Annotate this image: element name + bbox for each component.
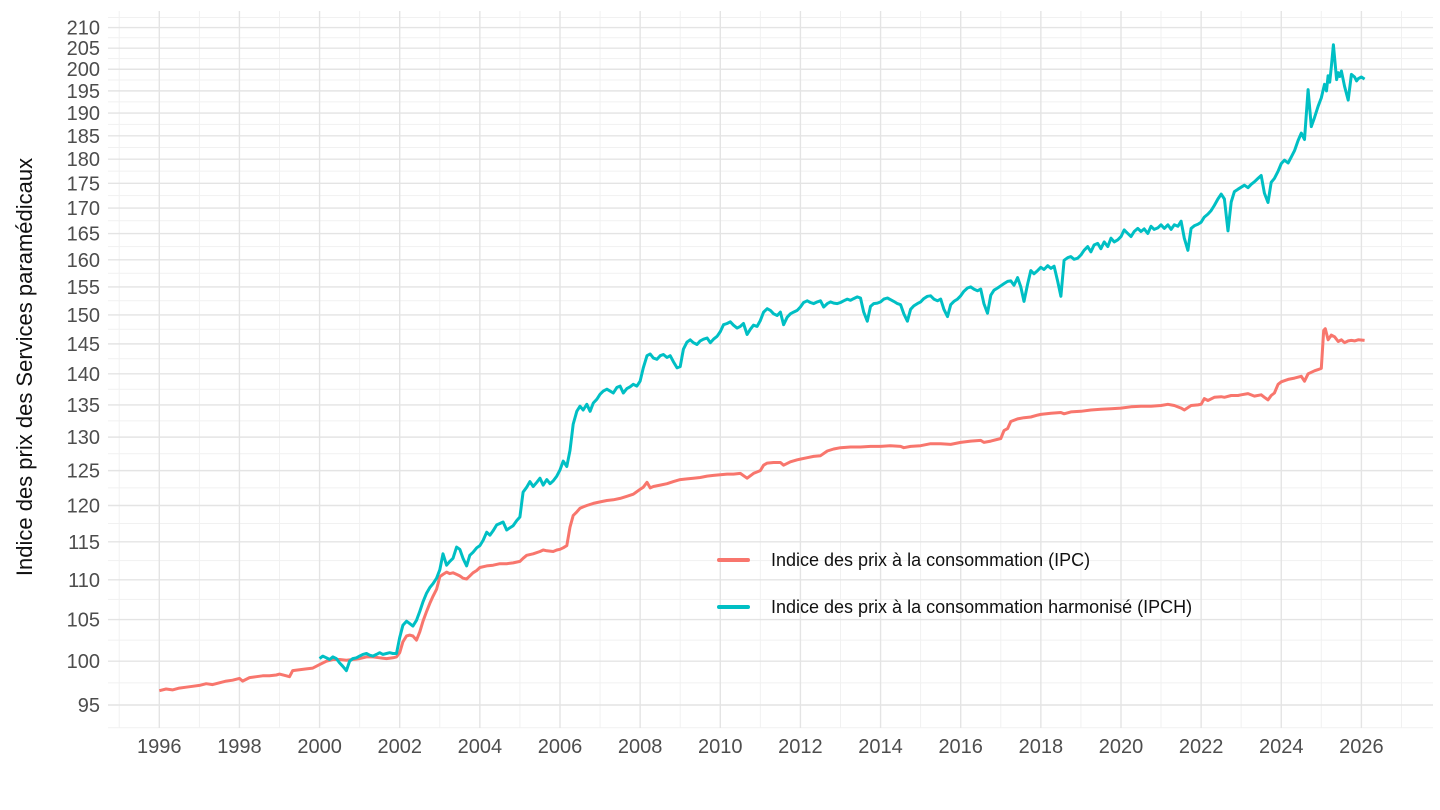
y-tick-label: 205 (67, 38, 100, 60)
legend-label-ipc: Indice des prix à la consommation (IPC) (771, 549, 1091, 570)
y-tick-label: 160 (67, 250, 100, 272)
x-tick-label: 2004 (458, 736, 503, 758)
x-tick-label: 2014 (858, 736, 903, 758)
x-tick-label: 1998 (217, 736, 262, 758)
y-tick-label: 130 (67, 427, 100, 449)
y-tick-label: 195 (67, 81, 100, 103)
legend-label-ipch: Indice des prix à la consommation harmon… (771, 596, 1193, 617)
legend-key-ipc-line (717, 558, 750, 562)
y-tick-label: 180 (67, 149, 100, 171)
legend-key-ipch-line (717, 605, 750, 609)
y-tick-label: 145 (67, 334, 100, 356)
y-tick-label: 190 (67, 103, 100, 125)
series-line-ipc (158, 327, 1365, 693)
y-tick-label: 125 (67, 461, 100, 483)
x-tick-label: 2006 (538, 736, 583, 758)
legend-item-ipc: Indice des prix à la consommation (IPC) (717, 549, 1091, 570)
x-tick-label: 2000 (297, 736, 342, 758)
y-tick-label: 115 (68, 532, 100, 554)
y-tick-label: 155 (67, 277, 100, 299)
x-tick-label: 2020 (1099, 736, 1144, 758)
y-tick-label: 100 (67, 651, 100, 673)
y-axis-title: Indice des prix des Services paramédicau… (12, 157, 37, 577)
y-tick-label: 170 (67, 198, 100, 220)
y-tick-label: 175 (67, 173, 100, 195)
y-tick-label: 185 (67, 126, 100, 148)
y-tick-label: 210 (67, 18, 100, 40)
y-tick-label: 150 (67, 305, 100, 327)
x-tick-label: 2002 (377, 736, 422, 758)
y-tick-label: 105 (67, 610, 100, 632)
x-tick-label: 2024 (1259, 736, 1304, 758)
y-tick-label: 135 (67, 395, 100, 417)
y-tick-label: 200 (67, 59, 100, 81)
y-tick-label: 165 (67, 224, 100, 246)
y-tick-label: 110 (68, 570, 100, 592)
y-tick-label: 140 (67, 364, 100, 386)
x-tick-label: 2012 (778, 736, 823, 758)
x-tick-label: 2022 (1179, 736, 1224, 758)
series-line-ipch (318, 43, 1366, 673)
x-tick-label: 2010 (698, 736, 743, 758)
x-tick-label: 2026 (1339, 736, 1384, 758)
x-tick-label: 2018 (1019, 736, 1064, 758)
x-tick-label: 2016 (938, 736, 983, 758)
legend-item-ipch: Indice des prix à la consommation harmon… (717, 596, 1193, 617)
x-tick-label: 2008 (618, 736, 663, 758)
y-tick-label: 95 (78, 695, 100, 717)
x-tick-label: 1996 (137, 736, 182, 758)
y-tick-label: 120 (67, 495, 100, 517)
